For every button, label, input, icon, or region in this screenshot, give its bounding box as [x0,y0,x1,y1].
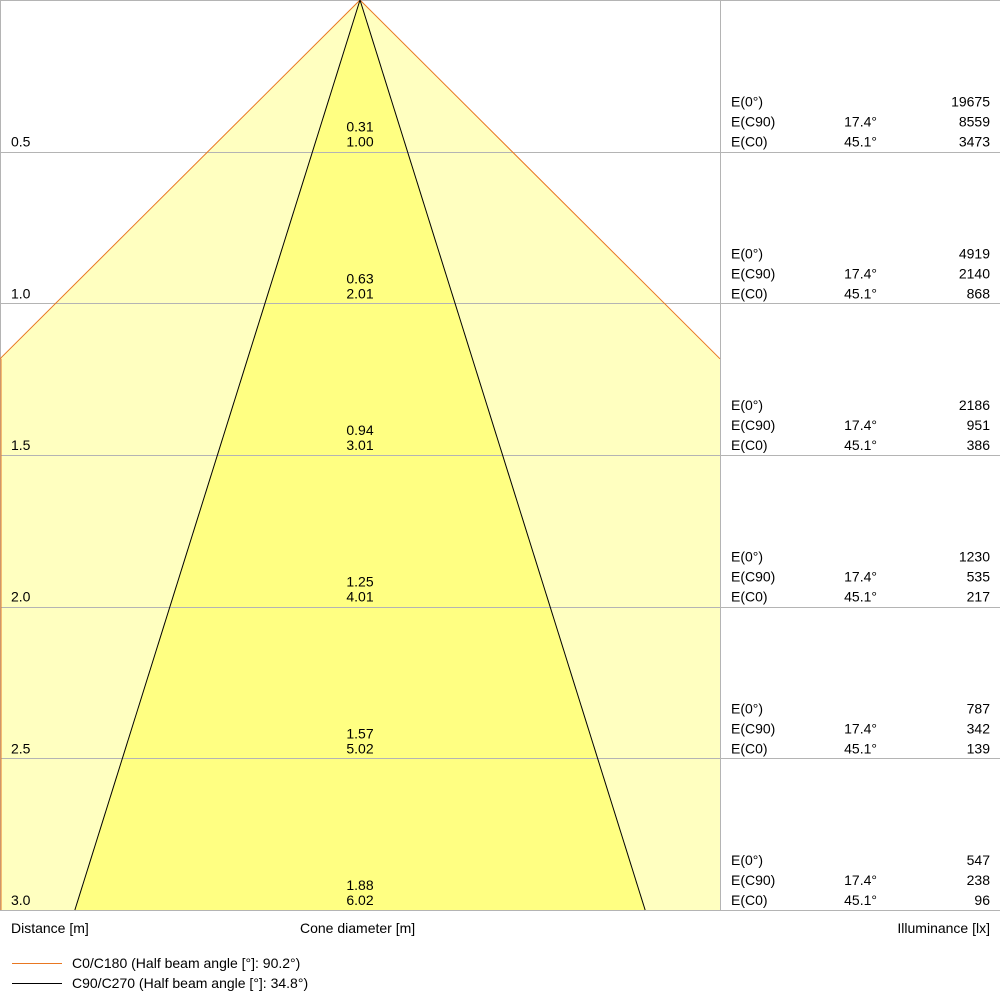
e0-label: E(0°) [731,700,763,716]
distance-tick-label: 0.5 [11,134,31,150]
ec0-label: E(C0) [731,437,768,453]
cone-diameter-c0-label: 2.01 [346,285,373,301]
ec0-angle: 45.1° [844,589,877,605]
e0-label: E(0°) [731,245,763,261]
ec90-value: 951 [967,417,991,433]
ec90-angle: 17.4° [844,569,877,585]
cone-diameter-c0-label: 5.02 [346,740,373,756]
ec0-value: 217 [967,589,991,605]
e0-value: 1230 [959,549,990,565]
ec90-value: 238 [967,872,991,888]
ec90-angle: 17.4° [844,114,877,130]
ec0-value: 386 [967,437,991,453]
legend-label-c90: C90/C270 (Half beam angle [°]: 34.8°) [72,975,309,991]
distance-axis-label: Distance [m] [11,920,89,936]
cone-diameter-c90-label: 1.88 [346,877,373,893]
legend-item-c0: C0/C180 (Half beam angle [°]: 90.2°) [12,954,300,972]
ec90-angle: 17.4° [844,417,877,433]
ec90-label: E(C90) [731,872,775,888]
ec0-label: E(C0) [731,589,768,605]
ec0-angle: 45.1° [844,134,877,150]
cone-diameter-c90-label: 0.94 [346,422,373,438]
distance-tick-label: 3.0 [11,892,31,908]
ec0-value: 3473 [959,134,990,150]
ec90-angle: 17.4° [844,720,877,736]
cone-diameter-c0-label: 1.00 [346,134,373,150]
ec90-angle: 17.4° [844,265,877,281]
ec90-value: 2140 [959,265,990,281]
e0-value: 787 [967,700,991,716]
legend-label-c0: C0/C180 (Half beam angle [°]: 90.2°) [72,955,301,971]
e0-label: E(0°) [731,852,763,868]
distance-tick-label: 2.0 [11,589,31,605]
c90-beam-edge-left [74,0,361,911]
c0-beam-edge-left [0,0,361,360]
ec90-label: E(C90) [731,569,775,585]
legend-item-c90: C90/C270 (Half beam angle [°]: 34.8°) [12,974,308,992]
ec0-value: 96 [974,892,990,908]
ec90-label: E(C90) [731,114,775,130]
c0-beam-edge-right [359,0,721,360]
cone-diameter-c90-label: 1.25 [346,574,373,590]
distance-tick-label: 2.5 [11,740,31,756]
ec0-angle: 45.1° [844,285,877,301]
ec0-label: E(C0) [731,134,768,150]
ec0-label: E(C0) [731,740,768,756]
cone-diameter-axis-label: Cone diameter [m] [300,920,416,936]
c90-beam-edge-right [359,0,646,911]
ec90-label: E(C90) [731,720,775,736]
ec0-label: E(C0) [731,892,768,908]
e0-label: E(0°) [731,549,763,565]
ec90-label: E(C90) [731,265,775,281]
cone-diameter-c0-label: 4.01 [346,589,373,605]
cone-diameter-c90-label: 0.31 [346,119,373,135]
ec90-value: 342 [967,720,991,736]
e0-label: E(0°) [731,397,763,413]
ec0-angle: 45.1° [844,892,877,908]
cone-diameter-c90-label: 1.57 [346,725,373,741]
ec90-value: 535 [967,569,991,585]
ec0-label: E(C0) [731,285,768,301]
ec90-label: E(C90) [731,417,775,433]
cone-diameter-c90-label: 0.63 [346,270,373,286]
distance-tick-label: 1.5 [11,437,31,453]
cone-diameter-c0-label: 3.01 [346,437,373,453]
illuminance-axis-label: Illuminance [lx] [897,920,990,936]
cone-diameter-c0-label: 6.02 [346,892,373,908]
e0-value: 4919 [959,245,990,261]
legend-swatch-c0 [12,962,62,964]
e0-value: 2186 [959,397,990,413]
ec90-value: 8559 [959,114,990,130]
ec0-value: 139 [967,740,991,756]
distance-tick-label: 1.0 [11,285,31,301]
e0-value: 547 [967,852,991,868]
ec0-angle: 45.1° [844,740,877,756]
ec0-value: 868 [967,285,991,301]
e0-label: E(0°) [731,94,763,110]
ec90-angle: 17.4° [844,872,877,888]
e0-value: 19675 [951,94,990,110]
ec0-angle: 45.1° [844,437,877,453]
legend-swatch-c90 [12,982,62,984]
